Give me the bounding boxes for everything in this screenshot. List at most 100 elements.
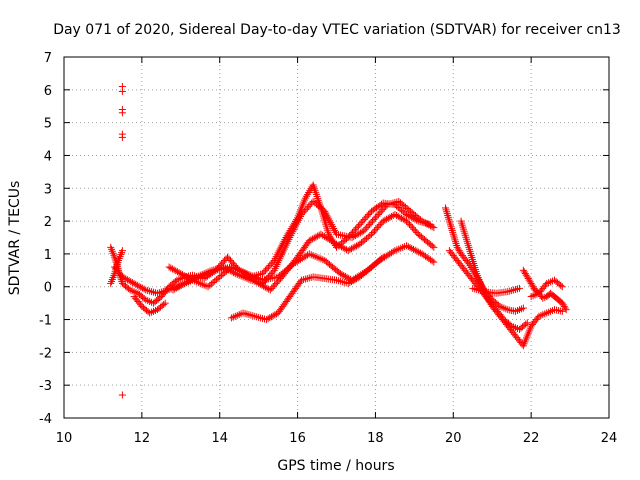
data-point <box>510 286 518 294</box>
data-point <box>377 207 385 215</box>
series-outliers <box>118 83 126 399</box>
data-point <box>356 220 364 228</box>
data-point <box>359 217 367 225</box>
data-point <box>118 133 126 141</box>
data-point <box>360 215 368 223</box>
y-tick-label: 6 <box>44 84 52 99</box>
data-point <box>514 285 522 293</box>
y-tick-label: 1 <box>44 248 52 263</box>
data-point <box>370 215 378 223</box>
data-point <box>522 320 530 328</box>
data-point <box>562 306 570 314</box>
data-point <box>411 227 419 235</box>
data-point <box>558 307 566 315</box>
chart-title: Day 071 of 2020, Sidereal Day-to-day VTE… <box>53 22 621 38</box>
x-tick-label: 18 <box>367 431 384 446</box>
series-arc-9 <box>469 284 523 297</box>
data-point <box>504 288 512 296</box>
data-point <box>464 258 472 266</box>
data-point <box>369 229 377 237</box>
data-point <box>404 219 412 227</box>
data-point <box>515 306 523 314</box>
data-point <box>409 245 417 253</box>
data-point <box>443 210 451 218</box>
x-axis-title: GPS time / hours <box>277 458 394 474</box>
data-point <box>428 242 436 250</box>
y-tick-label: 4 <box>44 149 52 164</box>
data-point <box>354 222 362 230</box>
data-point <box>411 246 419 254</box>
data-point <box>312 191 320 199</box>
x-tick-labels: 10 12 14 16 18 20 22 24 <box>56 431 618 446</box>
data-point <box>444 211 452 219</box>
data-point <box>257 314 265 322</box>
data-point <box>366 232 374 240</box>
data-point <box>452 238 460 246</box>
series-arc-13 <box>130 293 169 317</box>
data-point <box>118 109 126 117</box>
data-point <box>523 319 531 327</box>
data-point <box>442 206 450 214</box>
data-point <box>357 219 365 227</box>
data-point <box>413 229 421 237</box>
data-point <box>241 310 249 318</box>
data-point <box>370 227 378 235</box>
data-point <box>221 256 229 264</box>
data-point <box>305 274 313 282</box>
data-point <box>334 277 342 285</box>
data-point <box>247 311 255 319</box>
data-point <box>161 299 169 307</box>
data-point <box>451 236 459 244</box>
data-point <box>445 215 453 223</box>
y-axis-title: SDTVAR / TECUs <box>7 181 23 296</box>
data-point <box>403 242 411 250</box>
data-point <box>171 277 179 285</box>
x-tick-label: 10 <box>56 431 73 446</box>
data-point <box>364 222 372 230</box>
data-point <box>448 226 456 234</box>
data-point <box>260 268 268 276</box>
data-point <box>305 202 313 210</box>
x-tick-label: 14 <box>211 431 228 446</box>
data-point <box>261 266 269 274</box>
series-arc-3 <box>165 211 438 294</box>
data-point <box>263 265 271 273</box>
data-point <box>367 219 375 227</box>
data-point <box>266 261 274 269</box>
data-point <box>266 286 274 294</box>
data-point <box>353 224 361 232</box>
data-point <box>150 307 158 315</box>
data-point <box>272 279 280 287</box>
data-point <box>449 230 457 238</box>
data-point <box>363 224 371 232</box>
data-point <box>137 301 145 309</box>
data-point <box>405 220 413 228</box>
series-arc-8 <box>457 217 566 350</box>
data-point <box>259 270 267 278</box>
data-point <box>403 217 411 225</box>
data-point <box>376 220 384 228</box>
data-point <box>404 243 412 251</box>
data-point <box>253 313 261 321</box>
data-point <box>140 295 148 303</box>
data-point <box>225 255 233 263</box>
data-point <box>447 221 455 229</box>
data-point <box>269 283 277 291</box>
data-point <box>360 227 368 235</box>
data-point <box>297 211 305 219</box>
data-point <box>249 312 257 320</box>
data-point <box>336 277 344 285</box>
data-point <box>558 283 566 291</box>
data-point <box>415 248 423 256</box>
data-point <box>303 204 311 212</box>
data-point <box>379 206 387 214</box>
data-point <box>380 204 388 212</box>
data-point <box>268 284 276 292</box>
data-point <box>125 285 133 293</box>
data-point <box>446 219 454 227</box>
data-point <box>560 302 568 310</box>
data-point <box>303 275 311 283</box>
data-point <box>406 244 414 252</box>
x-tick-label: 20 <box>445 431 462 446</box>
